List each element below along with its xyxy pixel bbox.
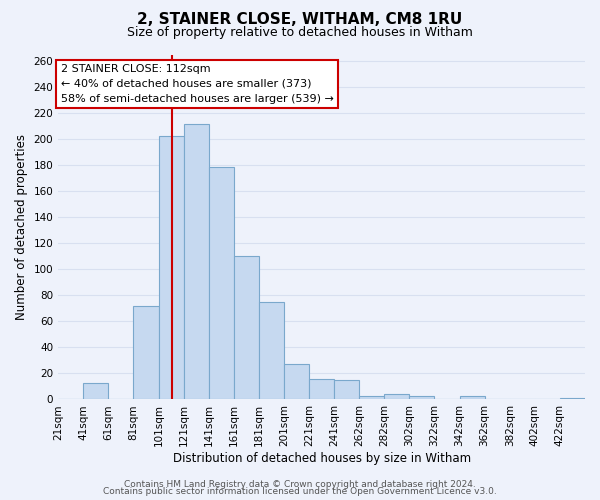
Bar (284, 364, 309, 400)
Text: Contains public sector information licensed under the Open Government Licence v3: Contains public sector information licen… (103, 487, 497, 496)
Text: Contains HM Land Registry data © Crown copyright and database right 2024.: Contains HM Land Registry data © Crown c… (124, 480, 476, 489)
Bar (83, 382, 109, 400)
X-axis label: Distribution of detached houses by size in Witham: Distribution of detached houses by size … (173, 452, 470, 465)
Bar (158, 136, 184, 400)
Bar (309, 378, 334, 400)
Bar (359, 396, 385, 400)
Bar (184, 124, 209, 400)
Bar (460, 396, 485, 400)
Bar (560, 398, 585, 400)
Bar (234, 256, 259, 400)
Bar (334, 380, 359, 400)
Bar (133, 306, 158, 400)
Bar (385, 394, 409, 400)
Bar (259, 302, 284, 400)
Y-axis label: Number of detached properties: Number of detached properties (15, 134, 28, 320)
Bar (209, 167, 234, 400)
Bar (409, 396, 434, 400)
Text: 2 STAINER CLOSE: 112sqm
← 40% of detached houses are smaller (373)
58% of semi-d: 2 STAINER CLOSE: 112sqm ← 40% of detache… (61, 64, 334, 104)
Text: Size of property relative to detached houses in Witham: Size of property relative to detached ho… (127, 26, 473, 39)
Text: 2, STAINER CLOSE, WITHAM, CM8 1RU: 2, STAINER CLOSE, WITHAM, CM8 1RU (137, 12, 463, 28)
